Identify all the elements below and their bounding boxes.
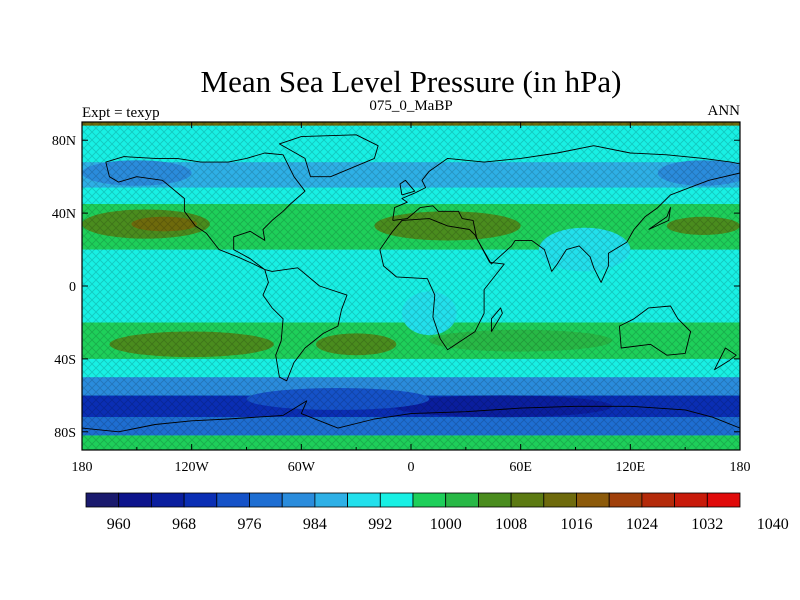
x-tick-label: 0 <box>408 460 415 475</box>
colorbar-box-10 <box>412 492 447 508</box>
colorbar-box-11 <box>445 492 479 508</box>
colorbar-box-8 <box>347 492 381 508</box>
y-tick-label: 40S <box>54 353 76 368</box>
map-panel <box>82 122 740 450</box>
colorbar-label: 968 <box>172 516 196 533</box>
colorbar-box-5 <box>249 492 283 508</box>
coastline-5 <box>82 400 740 433</box>
colorbar-box-1 <box>118 492 152 508</box>
colorbar-box-14 <box>543 492 577 508</box>
x-axis: 180 120W 60W 0 60E 120E 180 <box>72 122 751 475</box>
colorbar: 960 968 976 984 992 1000 1008 1016 1024 1032 1040 <box>85 492 789 533</box>
colorbar-box-19 <box>706 492 741 508</box>
colorbar-label: 1024 <box>626 516 658 533</box>
colorbar-box-0 <box>85 492 120 508</box>
colorbar-label: 1032 <box>691 516 723 533</box>
y-tick-label: 0 <box>69 280 76 295</box>
colorbar-label: 1016 <box>561 516 593 533</box>
subtitle-left: Expt = texyp <box>82 105 160 121</box>
coastline-6 <box>278 134 379 178</box>
colorbar-box-7 <box>314 492 348 508</box>
crosshatch-overlay <box>82 122 740 450</box>
x-tick-label: 60W <box>288 460 316 475</box>
x-tick-label: 180 <box>72 460 93 475</box>
colorbar-box-15 <box>576 492 610 508</box>
colorbar-label: 1000 <box>430 516 462 533</box>
colorbar-label: 976 <box>238 516 262 533</box>
coastlines <box>82 134 740 433</box>
coastline-9 <box>490 307 503 332</box>
x-tick-label: 180 <box>730 460 751 475</box>
colorbar-box-3 <box>183 492 218 508</box>
coastline-2 <box>379 218 505 351</box>
chart-title: Mean Sea Level Pressure (in hPa) <box>201 64 622 99</box>
colorbar-box-13 <box>510 492 545 508</box>
y-tick-label: 80N <box>52 134 76 149</box>
colorbar-label: 984 <box>303 516 327 533</box>
coastline-0 <box>105 152 306 271</box>
y-tick-label: 80S <box>54 426 76 441</box>
y-tick-label: 40N <box>52 207 76 222</box>
coastline-4 <box>618 305 692 356</box>
colorbar-label: 1040 <box>757 516 789 533</box>
colorbar-label: 960 <box>107 516 131 533</box>
colorbar-box-12 <box>477 492 512 508</box>
x-tick-label: 120W <box>175 460 210 475</box>
colorbar-box-16 <box>608 492 643 508</box>
coastline-10 <box>713 347 737 371</box>
colorbar-box-9 <box>379 492 414 508</box>
coastline-8 <box>648 207 671 230</box>
colorbar-box-17 <box>641 492 676 508</box>
colorbar-box-18 <box>674 492 708 508</box>
x-tick-label: 120E <box>616 460 646 475</box>
coastline-7 <box>399 179 416 196</box>
colorbar-label: 992 <box>368 516 392 533</box>
coastline-3 <box>392 145 740 283</box>
subtitle-center: 075_0_MaBP <box>369 98 452 114</box>
colorbar-box-6 <box>281 492 316 508</box>
y-axis: 80N 40N 0 40S 80S <box>52 134 740 441</box>
subtitle-right: ANN <box>708 103 741 119</box>
x-tick-label: 60E <box>509 460 532 475</box>
coastline-1 <box>262 267 348 382</box>
colorbar-box-4 <box>216 492 250 508</box>
colorbar-label: 1008 <box>495 516 527 533</box>
colorbar-box-2 <box>150 492 185 508</box>
